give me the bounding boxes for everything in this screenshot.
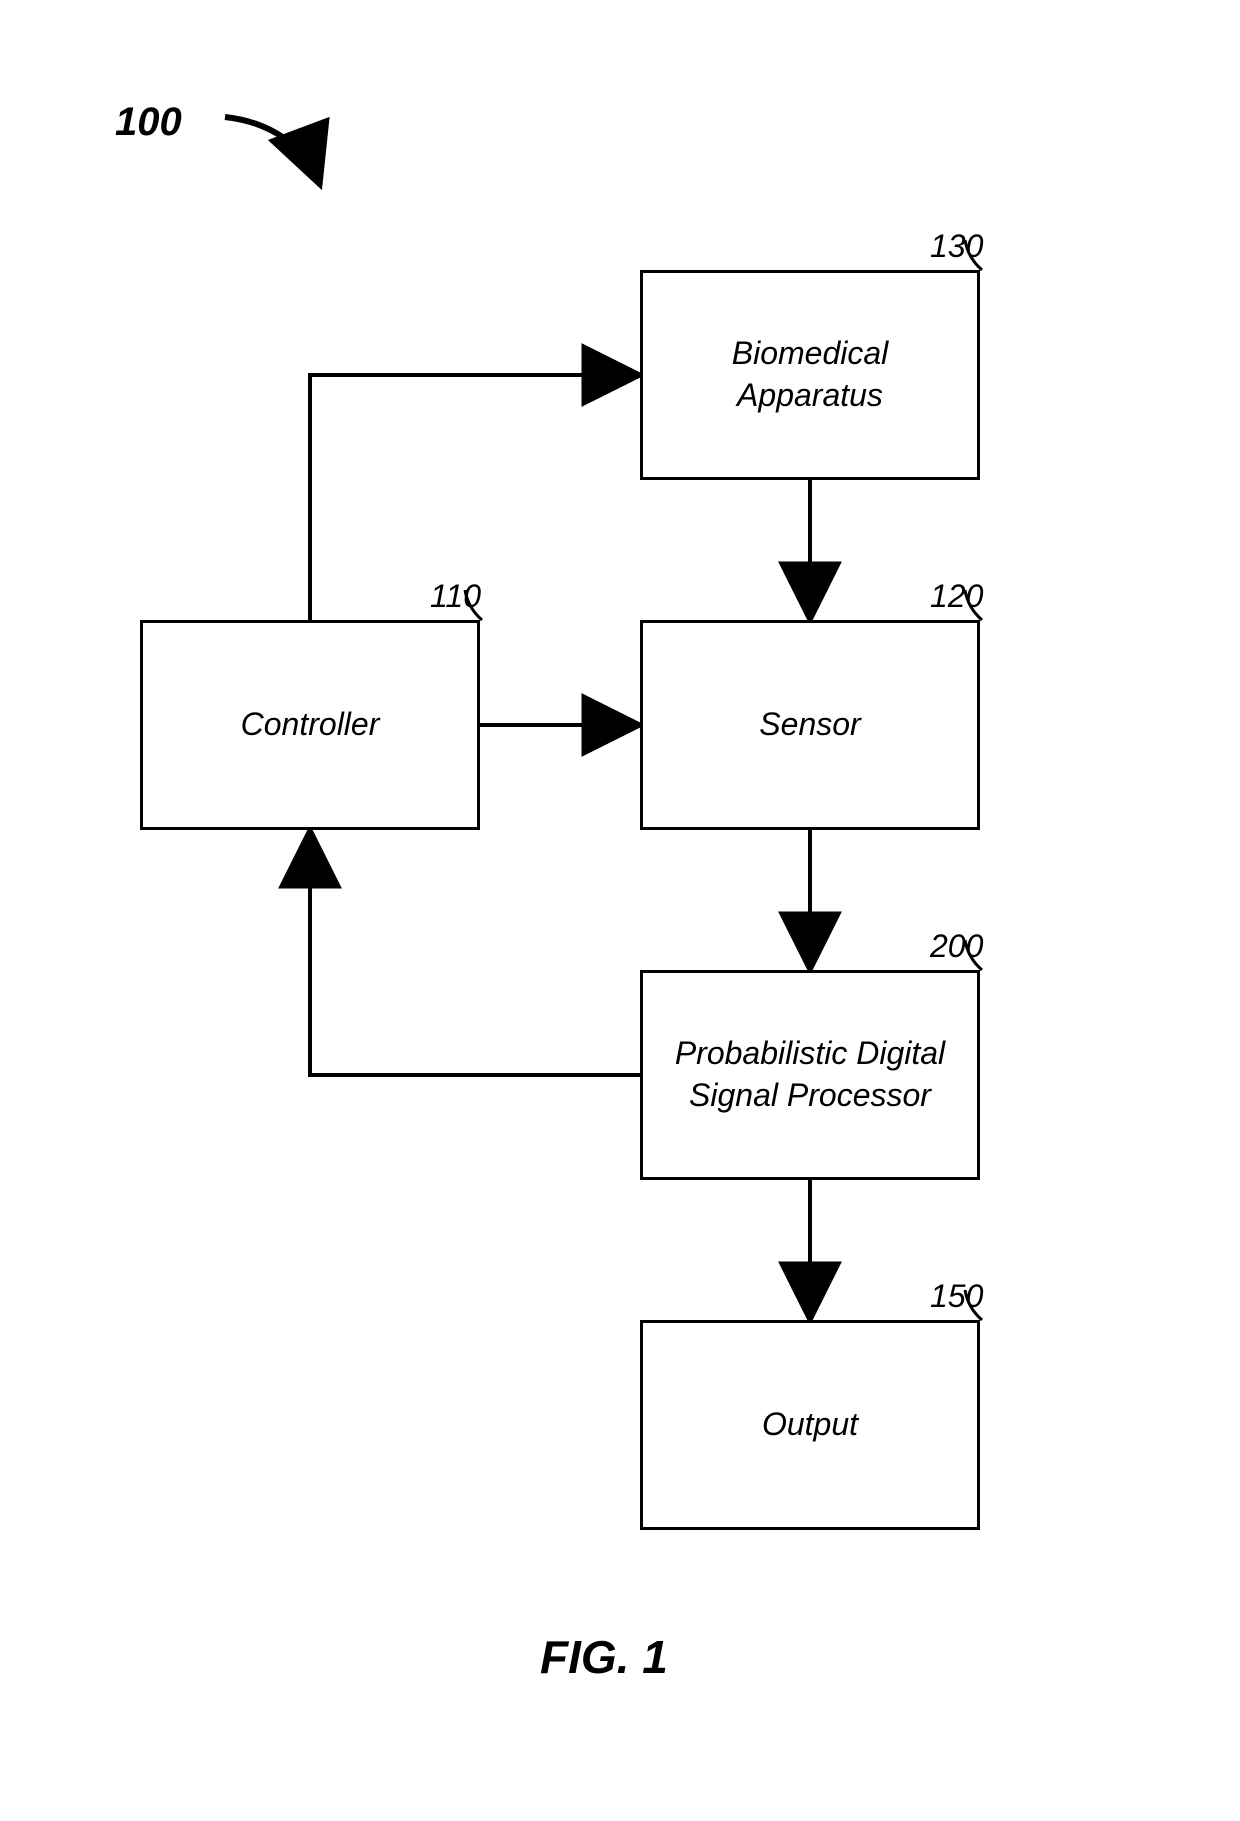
sensor-label: Sensor	[759, 704, 860, 746]
figure-caption: FIG. 1	[540, 1630, 668, 1684]
controller-box: Controller	[140, 620, 480, 830]
biomedical-label: BiomedicalApparatus	[732, 333, 889, 416]
output-label: Output	[762, 1404, 858, 1446]
ref-label-pdsp: 200	[930, 928, 983, 965]
output-box: Output	[640, 1320, 980, 1530]
figure-ref-label: 100	[115, 100, 182, 145]
ref-label-controller: 110	[430, 578, 481, 615]
biomedical-box: BiomedicalApparatus	[640, 270, 980, 480]
ref-label-sensor: 120	[930, 578, 983, 615]
controller-label: Controller	[241, 704, 380, 746]
sensor-box: Sensor	[640, 620, 980, 830]
ref-label-biomedical: 130	[930, 228, 983, 265]
ref-label-output: 150	[930, 1278, 983, 1315]
pdsp-box: Probabilistic DigitalSignal Processor	[640, 970, 980, 1180]
pdsp-label: Probabilistic DigitalSignal Processor	[675, 1033, 945, 1116]
